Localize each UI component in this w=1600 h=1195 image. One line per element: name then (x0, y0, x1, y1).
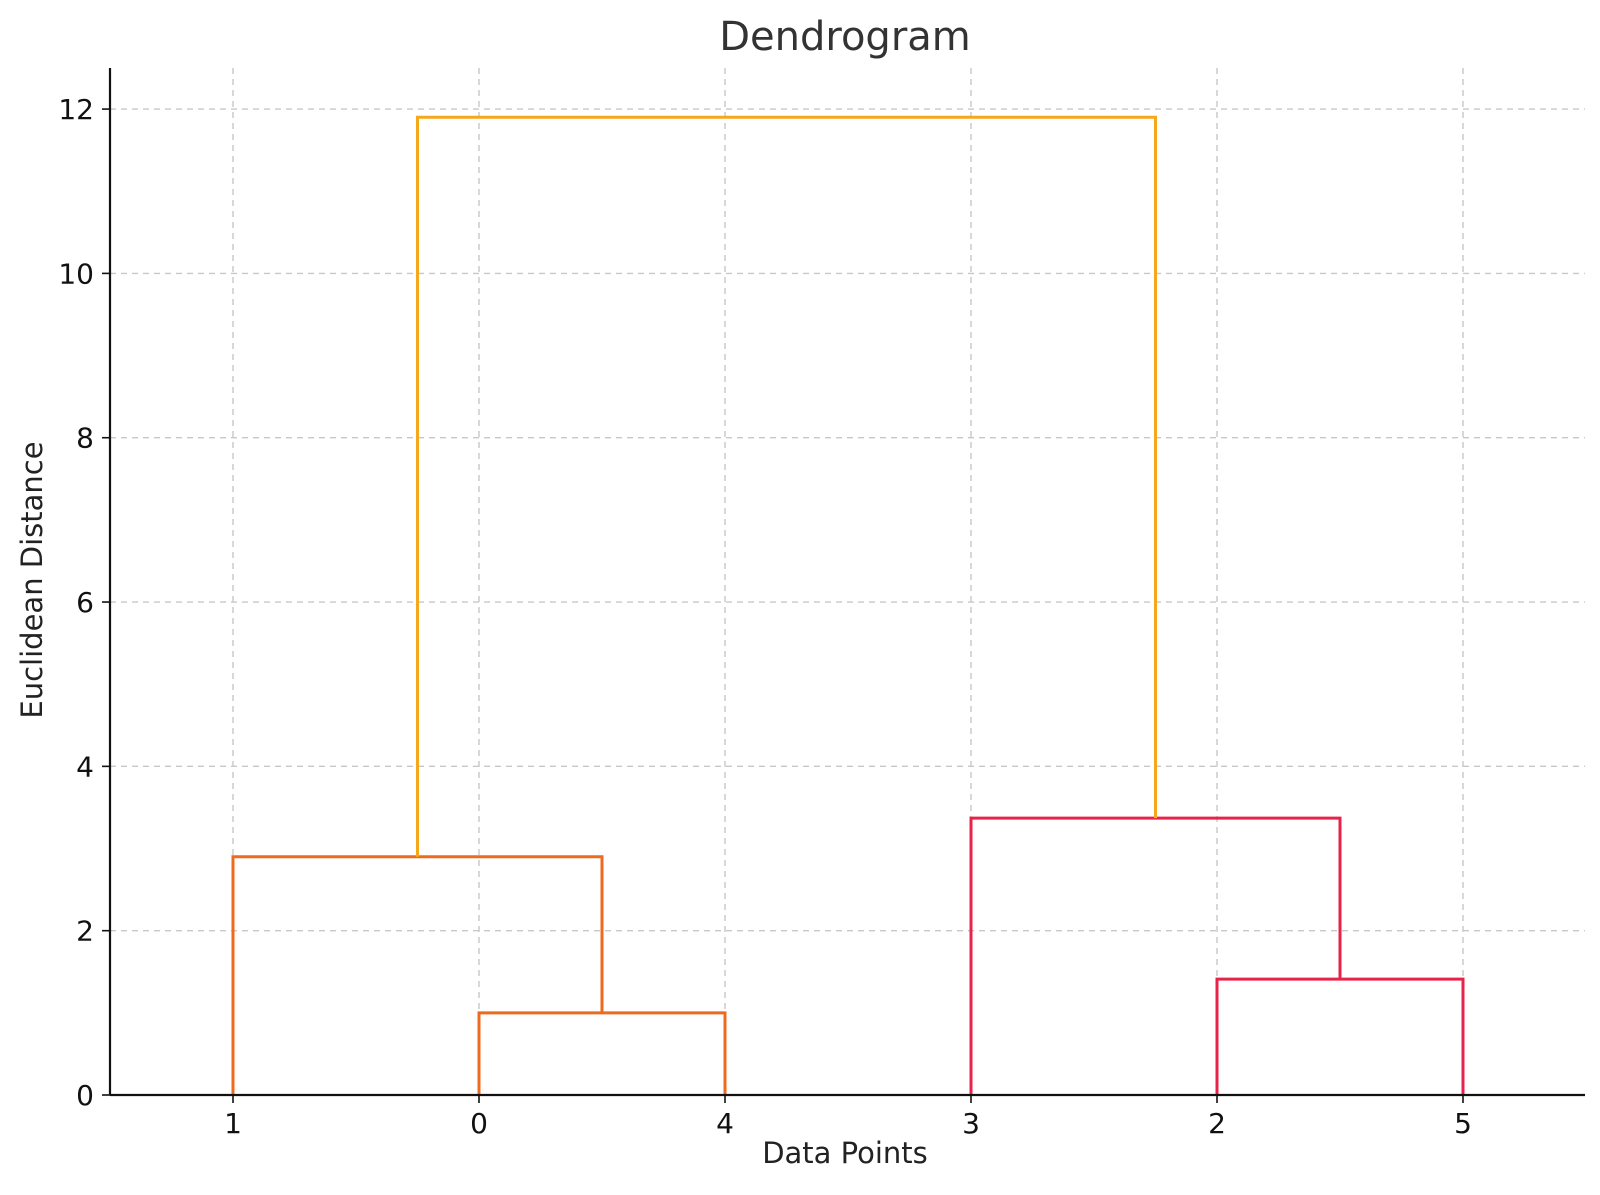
axes-layer (108, 68, 1585, 1097)
x-tick-label-3: 3 (962, 1107, 980, 1140)
y-tick-label-2: 2 (76, 915, 94, 948)
dendrogram-link-2 (1215, 977, 1465, 1095)
x-tick-label-5: 5 (1454, 1107, 1472, 1140)
chart-title: Dendrogram (719, 14, 971, 60)
dendrogram-link-5 (416, 115, 1157, 857)
x-tick-label-1: 1 (224, 1107, 242, 1140)
x-tick-label-4: 4 (716, 1107, 734, 1140)
y-tick-label-12: 12 (58, 93, 94, 126)
dendrogram-link-1 (477, 1011, 727, 1095)
y-tick-label-0: 0 (76, 1079, 94, 1112)
y-tick-label-8: 8 (76, 422, 94, 455)
links-layer (231, 115, 1465, 1095)
x-tick-label-2: 2 (1208, 1107, 1226, 1140)
dendrogram-link-4 (969, 816, 1342, 1095)
y-tick-label-4: 4 (76, 750, 94, 783)
y-tick-label-10: 10 (58, 257, 94, 290)
y-axis-label: Euclidean Distance (15, 441, 49, 718)
grid-layer (110, 68, 1585, 1095)
dendrogram-link-3 (231, 855, 604, 1095)
x-axis-label: Data Points (762, 1136, 928, 1170)
x-tick-label-0: 0 (470, 1107, 488, 1140)
y-tick-label-6: 6 (76, 586, 94, 619)
